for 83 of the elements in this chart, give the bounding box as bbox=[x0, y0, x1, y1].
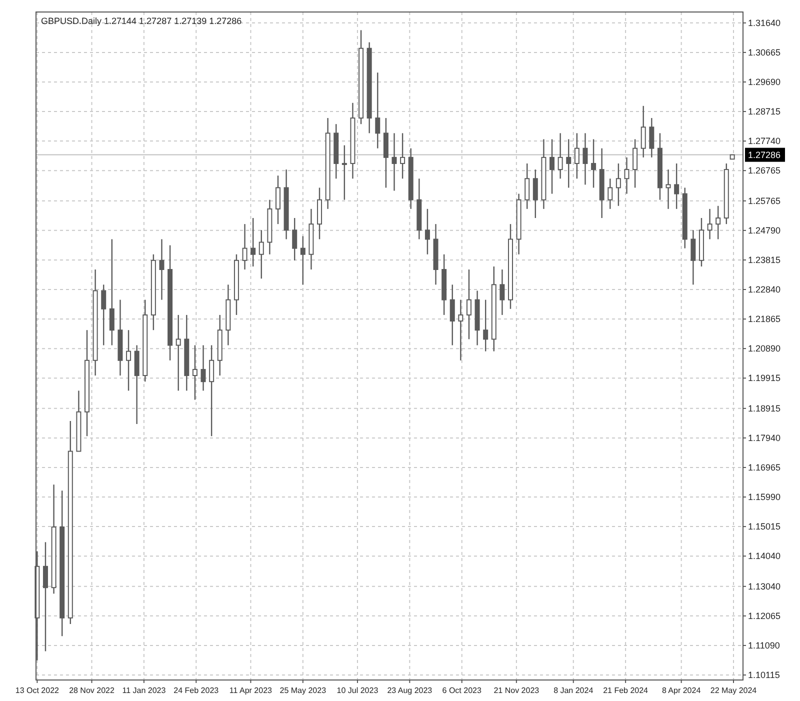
candlestick bbox=[458, 299, 464, 361]
candlestick bbox=[649, 117, 654, 158]
y-tick-label: 1.14040 bbox=[748, 551, 781, 562]
candlestick bbox=[632, 138, 638, 188]
candlestick bbox=[591, 138, 596, 188]
candlestick bbox=[424, 208, 430, 255]
candlestick bbox=[640, 105, 646, 158]
y-tick-label: 1.28715 bbox=[748, 106, 781, 117]
candlestick bbox=[342, 144, 347, 200]
candlestick bbox=[242, 223, 248, 270]
candlestick bbox=[532, 168, 538, 219]
candlestick bbox=[192, 344, 198, 400]
y-tick-label: 1.25765 bbox=[748, 196, 781, 206]
y-tick-label: 1.29690 bbox=[748, 76, 781, 87]
candlestick bbox=[450, 284, 455, 346]
candlestick bbox=[524, 162, 530, 210]
y-tick-label: 1.19915 bbox=[748, 373, 781, 384]
x-tick-label: 28 Nov 2022 bbox=[69, 686, 115, 695]
y-tick-label: 1.30665 bbox=[748, 47, 781, 58]
candlestick bbox=[101, 284, 106, 346]
candlestick bbox=[209, 344, 214, 437]
candlestick bbox=[109, 238, 114, 346]
y-tick-label: 1.21865 bbox=[748, 314, 781, 324]
x-tick-label: 13 Oct 2022 bbox=[15, 686, 60, 695]
x-tick-label: 11 Jan 2023 bbox=[122, 686, 166, 695]
candlestick bbox=[292, 217, 298, 262]
candlestick bbox=[126, 329, 132, 392]
candlestick bbox=[716, 205, 721, 240]
candlestick bbox=[616, 162, 621, 206]
candlestick bbox=[300, 236, 306, 286]
x-tick-label: 11 Apr 2023 bbox=[229, 686, 273, 695]
candlestick bbox=[200, 344, 206, 392]
y-tick-label: 1.17940 bbox=[748, 432, 781, 443]
x-tick-label: 22 May 2024 bbox=[710, 686, 758, 695]
x-tick-label: 21 Feb 2024 bbox=[603, 686, 649, 695]
y-tick-label: 1.11090 bbox=[748, 640, 780, 650]
x-tick-label: 25 May 2023 bbox=[280, 686, 327, 695]
candlestick bbox=[608, 178, 613, 210]
candlestick bbox=[466, 268, 472, 340]
candlestick bbox=[500, 268, 505, 316]
candlestick bbox=[275, 174, 280, 225]
candlestick bbox=[574, 132, 580, 180]
y-tick-label: 1.12065 bbox=[748, 610, 781, 621]
y-tick-label: 1.18915 bbox=[748, 403, 781, 414]
x-tick-label: 8 Apr 2024 bbox=[662, 686, 702, 695]
x-tick-label: 6 Oct 2023 bbox=[442, 686, 482, 695]
candlestick bbox=[400, 132, 406, 180]
candlestick bbox=[176, 314, 181, 392]
candlestick bbox=[624, 156, 630, 194]
candlestick bbox=[375, 72, 380, 149]
candlestick bbox=[258, 230, 264, 280]
candlestick bbox=[392, 132, 397, 192]
candlestick bbox=[582, 132, 588, 186]
candlestick bbox=[566, 138, 572, 188]
x-tick-label: 8 Jan 2024 bbox=[554, 686, 594, 695]
y-tick-label: 1.23815 bbox=[748, 254, 781, 265]
candlestick bbox=[690, 230, 696, 286]
y-tick-label: 1.15015 bbox=[748, 522, 781, 532]
candlestick bbox=[42, 542, 48, 652]
y-tick-label: 1.26765 bbox=[748, 166, 781, 176]
x-tick-label: 21 Nov 2023 bbox=[494, 686, 540, 695]
candlestick bbox=[550, 138, 555, 194]
candlestick bbox=[159, 238, 164, 300]
y-tick-label: 1.16965 bbox=[748, 462, 781, 472]
y-tick-label: 1.20890 bbox=[748, 344, 781, 354]
candlestick bbox=[558, 132, 563, 180]
x-tick-label: 23 Aug 2023 bbox=[387, 686, 433, 695]
candlestick bbox=[483, 299, 488, 352]
y-tick-label: 1.10115 bbox=[748, 670, 780, 680]
ref-line-label: 1.27286 bbox=[748, 150, 781, 160]
chart-title: GBPUSD.Daily 1.27144 1.27287 1.27139 1.27286 bbox=[41, 16, 242, 26]
y-tick-label: 1.22840 bbox=[748, 284, 781, 294]
y-tick-label: 1.24790 bbox=[748, 225, 781, 236]
candlestick bbox=[674, 162, 680, 210]
candlestick bbox=[707, 208, 712, 240]
y-tick-label: 1.31640 bbox=[748, 18, 781, 28]
y-tick-label: 1.15990 bbox=[748, 492, 781, 502]
candlestick bbox=[250, 217, 256, 268]
y-tick-label: 1.27740 bbox=[748, 136, 781, 146]
x-tick-label: 10 Jul 2023 bbox=[336, 686, 379, 695]
candlestick bbox=[666, 168, 671, 210]
y-tick-label: 1.13040 bbox=[748, 581, 781, 592]
x-tick-label: 24 Feb 2023 bbox=[174, 686, 220, 695]
